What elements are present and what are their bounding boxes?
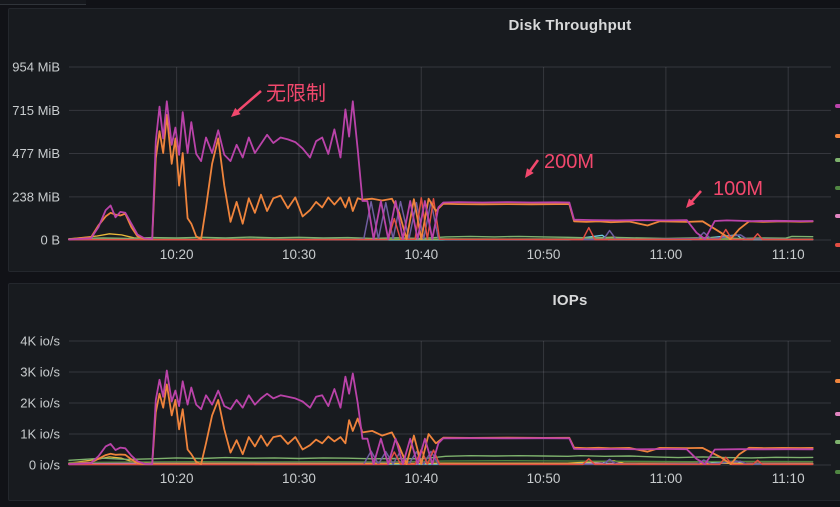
disk-throughput-chart[interactable]: 0 B 238 MiB 477 MiB 715 MiB 954 MiB 10:20 10:3… [9,9,840,278]
legend-series-mark[interactable] [835,186,840,190]
series-orange [68,114,814,241]
iops-panel: IOPs 0 io/s 1K io/s 2K io/s 3K io/s 4K io/s 1… [8,283,840,501]
iops-legend[interactable] [835,284,840,500]
chart-svg: 0 io/s 1K io/s 2K io/s 3K io/s 4K io/s 10:20 1… [20,334,831,486]
x-axis-tick-label: 11:00 [649,471,682,486]
x-axis-tick-label: 10:50 [527,471,561,486]
legend-series-mark[interactable] [835,214,840,218]
x-axis-tick-label: 11:00 [649,247,682,262]
y-axis-tick-label: 1K io/s [20,427,60,442]
y-axis-tick-label: 2K io/s [20,396,60,411]
y-axis-tick-label: 0 io/s [29,458,61,473]
panel-above-bottom-edge [0,0,86,5]
y-axis-tick-label: 477 MiB [12,146,60,161]
legend-series-mark[interactable] [835,158,840,162]
legend-series-mark[interactable] [835,470,840,474]
x-axis-tick-label: 10:40 [404,471,438,486]
y-axis-tick-label: 0 B [40,233,60,248]
legend-series-mark[interactable] [835,243,840,247]
legend-series-mark[interactable] [835,379,840,383]
x-axis-tick-label: 10:20 [160,471,194,486]
y-axis-tick-label: 715 MiB [12,103,60,118]
x-axis-tick-label: 10:40 [404,247,438,262]
x-axis-tick-label: 10:50 [527,247,561,262]
chart-svg: 0 B 238 MiB 477 MiB 715 MiB 954 MiB 10:20 10:3… [12,60,831,262]
y-axis-tick-label: 954 MiB [12,60,60,75]
iops-chart[interactable]: 0 io/s 1K io/s 2K io/s 3K io/s 4K io/s 10:20 1… [9,284,840,507]
x-axis-tick-label: 10:30 [282,247,316,262]
series-red [68,197,814,241]
series-magenta [68,369,814,465]
disk-throughput-panel-title[interactable]: Disk Throughput [508,17,632,34]
legend-series-mark[interactable] [835,440,840,444]
x-axis-tick-label: 10:30 [282,471,316,486]
legend-series-mark[interactable] [835,412,840,416]
series-orange [68,383,814,466]
series-green [68,455,814,461]
x-axis-tick-label: 11:10 [772,247,805,262]
y-axis-tick-label: 3K io/s [20,365,60,380]
y-axis-tick-label: 238 MiB [12,189,60,204]
legend-series-mark[interactable] [835,134,840,138]
y-axis-tick-label: 4K io/s [20,334,60,349]
disk-throughput-legend[interactable] [835,9,840,271]
series-magenta [68,100,814,241]
legend-series-mark[interactable] [835,104,840,108]
x-axis-tick-label: 10:20 [160,247,194,262]
series-red [68,448,814,466]
disk-throughput-panel: Disk Throughput 0 B 238 MiB 477 MiB 715 MiB… [8,8,840,272]
x-axis-tick-label: 11:10 [772,471,805,486]
iops-panel-title[interactable]: IOPs [552,292,588,309]
